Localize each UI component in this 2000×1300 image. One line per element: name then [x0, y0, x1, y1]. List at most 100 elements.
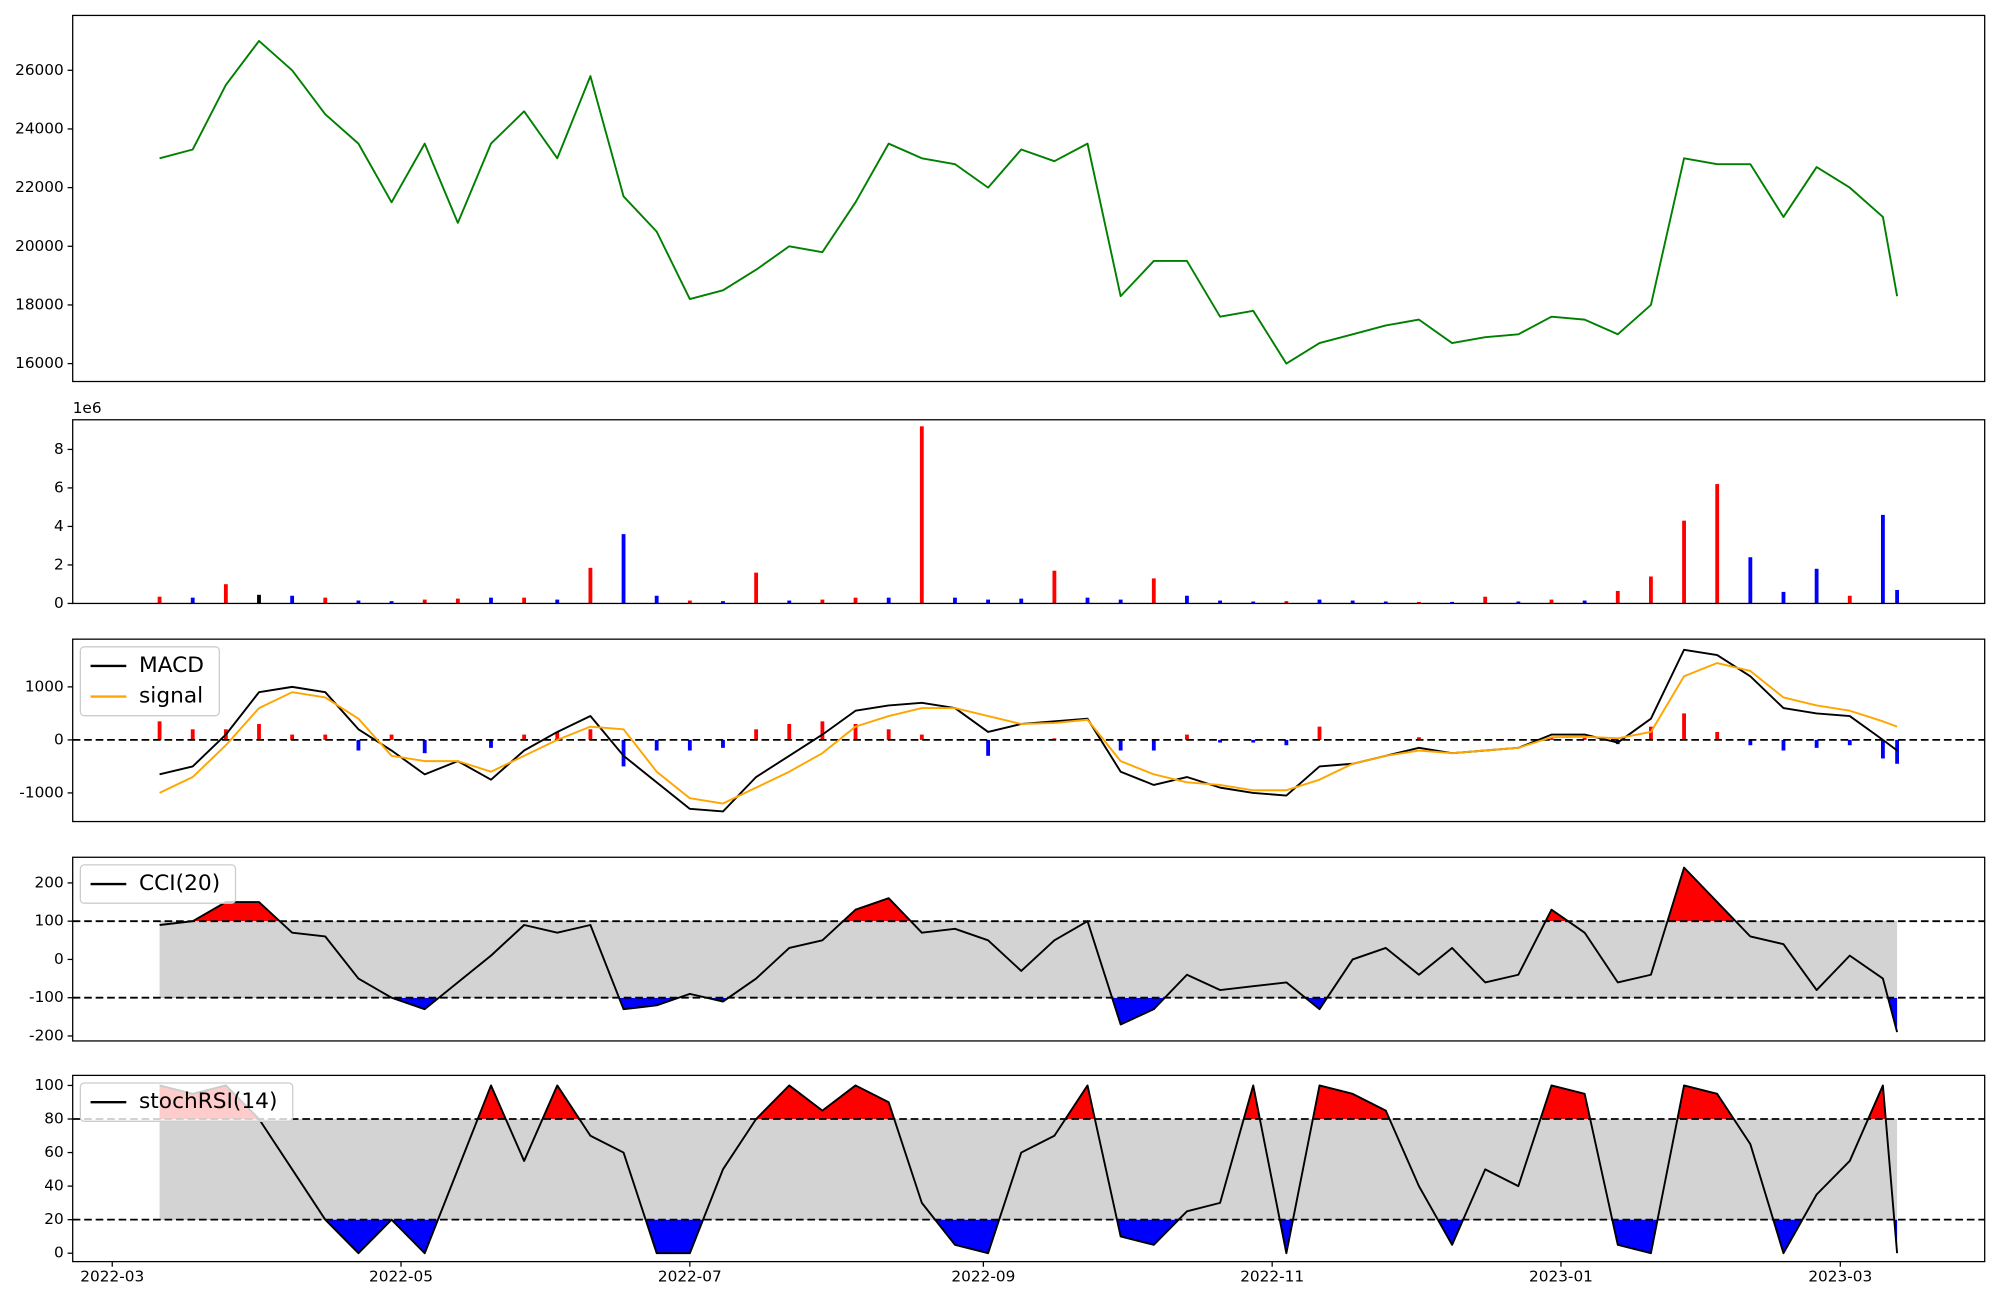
volume-bar: [522, 597, 527, 604]
histogram-bar: [1317, 726, 1322, 740]
y-tick-label: 80: [44, 1110, 63, 1128]
x-tick-label: 2023-03: [1808, 1267, 1872, 1285]
volume-bar: [1682, 520, 1686, 604]
plot-area: [72, 648, 1985, 813]
volume-bar: [588, 567, 593, 604]
volume-bar: [820, 599, 825, 604]
histogram-bar: [1218, 739, 1223, 743]
volume-bar: [621, 534, 626, 604]
x-tick-label: 2022-03: [80, 1267, 144, 1285]
volume-bar: [787, 600, 792, 604]
histogram-bar: [621, 739, 626, 767]
volume-bar: [422, 599, 427, 604]
histogram-bar: [1118, 739, 1123, 751]
x-tick-label: 2022-11: [1240, 1267, 1304, 1285]
y-tick-label: 18000: [15, 295, 64, 313]
y-tick-label: 100: [35, 1076, 64, 1094]
histogram-bar: [1284, 739, 1289, 746]
histogram-bar: [190, 729, 195, 740]
volume-bar: [1615, 590, 1620, 604]
y-tick-label: 100: [35, 912, 64, 930]
histogram-bar: [1251, 739, 1256, 743]
legend: MACD signal: [79, 646, 220, 717]
volume-bar: [919, 426, 924, 604]
panel-frame: [72, 638, 1986, 823]
histogram-bar: [1880, 739, 1885, 759]
volume-bar: [1417, 601, 1421, 604]
volume-bar: [1218, 600, 1223, 604]
volume-bar: [1019, 598, 1024, 604]
volume-bar: [1715, 484, 1720, 604]
volume-bar: [290, 595, 295, 604]
volume-bar: [1814, 568, 1819, 604]
volume-bar: [687, 600, 692, 604]
overbought-fill: [159, 1085, 1898, 1120]
histogram-bar: [422, 739, 427, 754]
y-tick-label: 20: [44, 1210, 63, 1228]
histogram-bar: [1151, 739, 1156, 751]
y-tick-label: 2: [54, 555, 64, 573]
legend-box: [79, 1082, 294, 1122]
legend-box: [79, 864, 237, 904]
legend-label: MACD: [139, 653, 204, 678]
y-tick-label: 0: [54, 730, 64, 748]
volume-bar: [257, 594, 261, 604]
volume-bar: [1895, 589, 1900, 604]
y-tick-label: 20000: [15, 237, 64, 255]
volume-bar: [1748, 557, 1753, 604]
volume-bar: [489, 597, 493, 604]
x-tick-label: 2022-05: [369, 1267, 433, 1285]
histogram-bar: [290, 734, 295, 740]
histogram-bar: [721, 739, 725, 748]
volume-bar: [1781, 591, 1786, 604]
volume-bar: [323, 597, 328, 604]
volume-bar: [356, 600, 361, 604]
y-tick-label: 6: [54, 478, 64, 496]
plot-area: [159, 40, 1899, 365]
neutral-band: [159, 1119, 1898, 1220]
plot-area: [157, 426, 1900, 604]
y-tick-label: 8: [54, 440, 64, 458]
volume-bar: [886, 597, 891, 604]
plot-area: [72, 1084, 1985, 1255]
volume-bar: [1317, 599, 1322, 604]
neutral-band: [159, 921, 1898, 998]
legend: CCI(20): [79, 864, 237, 904]
volume-bar: [1350, 600, 1355, 604]
legend: stochRSI(14): [79, 1082, 294, 1122]
y-tick-label: 1000: [25, 677, 64, 695]
histogram-bar: [1715, 731, 1720, 740]
histogram-bar: [389, 734, 394, 740]
volume-bar: [157, 596, 162, 604]
histogram-bar: [1748, 739, 1753, 746]
volume-bar: [1847, 595, 1852, 604]
histogram-bar: [588, 729, 593, 740]
histogram-bar: [1682, 713, 1686, 740]
legend-label: signal: [139, 684, 203, 709]
legend-label: CCI(20): [139, 871, 220, 896]
indicator-line: [159, 866, 1899, 1033]
volume-bar: [1284, 601, 1289, 604]
y-tick-label: 22000: [15, 178, 64, 196]
histogram-bar: [1847, 739, 1852, 746]
y-tick-label: -100: [29, 988, 64, 1006]
y-tick-label: 60: [44, 1143, 63, 1161]
histogram-bar: [1814, 739, 1819, 748]
y-tick-label: 4: [54, 517, 64, 535]
volume-bar: [1251, 601, 1256, 604]
histogram-bar: [489, 739, 493, 748]
panel-frame: [72, 1074, 1986, 1263]
volume-bar: [455, 598, 460, 604]
volume-bar: [190, 597, 195, 604]
histogram-bar: [787, 723, 792, 740]
y-tick-label: 0: [54, 594, 64, 612]
offset-label: 1e6: [73, 399, 102, 417]
volume-bar: [1549, 599, 1554, 604]
histogram-bar: [257, 723, 261, 740]
panel-frame: [72, 856, 1986, 1042]
histogram-bar: [555, 731, 560, 740]
x-tick-label: 2022-09: [951, 1267, 1015, 1285]
histogram-bar: [919, 734, 924, 740]
